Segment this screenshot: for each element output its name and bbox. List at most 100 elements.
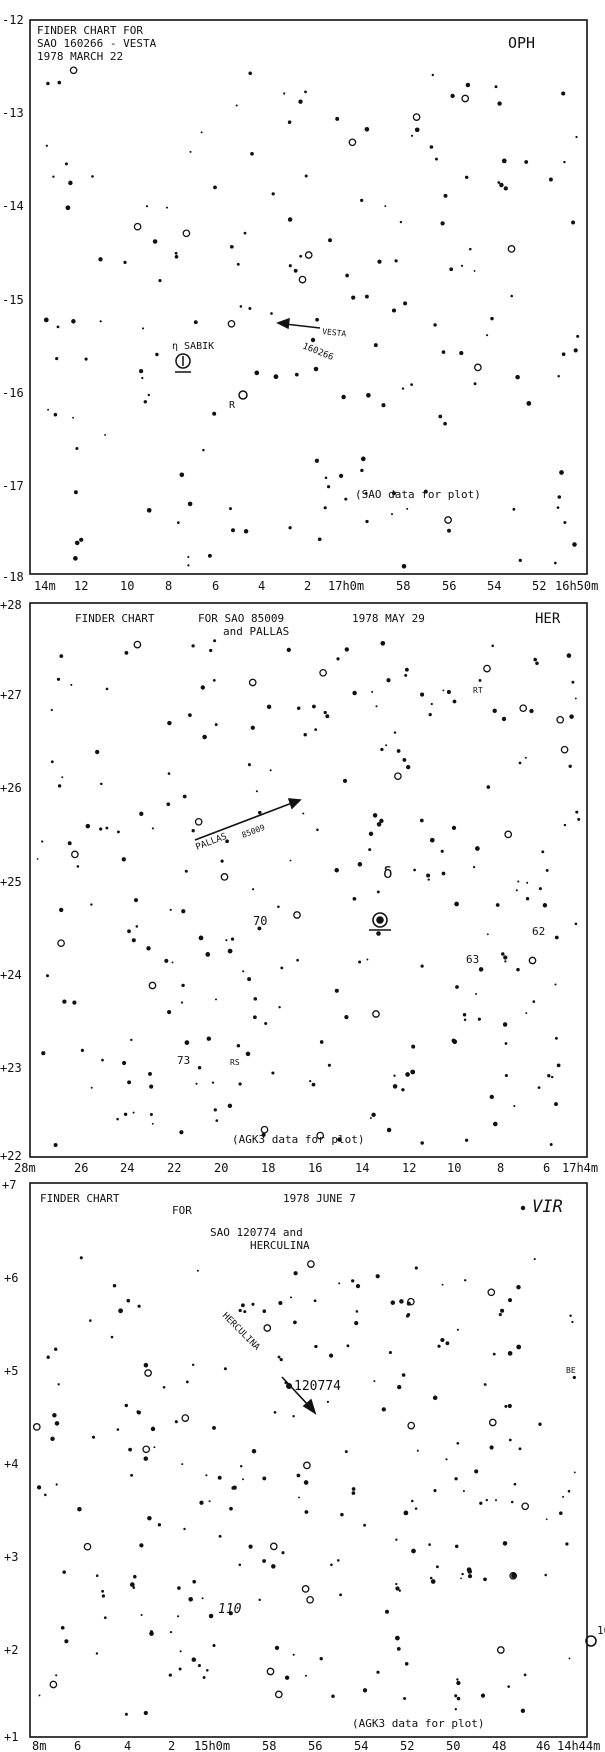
star-dot	[399, 220, 403, 224]
star-dot	[553, 561, 557, 565]
star-dot	[54, 1421, 60, 1426]
star-dot	[130, 1038, 133, 1042]
star-dot	[504, 1042, 508, 1045]
star-dot	[179, 1130, 184, 1135]
star-dot	[566, 653, 572, 658]
star-dot	[395, 1586, 400, 1591]
star-dot	[503, 186, 508, 191]
star-dot	[463, 1018, 467, 1022]
star-dot	[302, 812, 305, 815]
star-dot	[379, 818, 384, 824]
star-dot	[351, 295, 356, 300]
star-dot	[213, 1108, 217, 1112]
star-label: 85009	[240, 823, 266, 840]
star-dot	[336, 657, 340, 661]
star-dot	[355, 1283, 361, 1289]
star-dot	[253, 1015, 257, 1020]
star-dot	[503, 955, 508, 960]
star-dot	[293, 268, 298, 273]
star-dot	[516, 1284, 521, 1290]
star-dot	[278, 1300, 283, 1306]
star-dot	[194, 817, 203, 826]
star-dot	[299, 254, 303, 258]
star-dot	[187, 555, 190, 559]
star-dot	[197, 1663, 201, 1668]
star-dot	[124, 1712, 128, 1716]
x-tick-label: 4	[124, 1739, 131, 1752]
star-dot	[352, 896, 357, 901]
star-dot	[55, 1674, 58, 1677]
star-dot	[549, 1143, 553, 1146]
star-dot	[414, 127, 420, 133]
x-tick-label: 14h44m	[557, 1739, 600, 1752]
star-dot	[392, 1084, 398, 1089]
star-dot	[411, 1499, 414, 1503]
chart-title-line: 1978 JUNE 7	[283, 1192, 356, 1205]
y-tick-label: -15	[2, 293, 24, 307]
star-dot	[147, 393, 150, 397]
star-dot	[554, 1036, 558, 1040]
star-dot	[123, 260, 127, 265]
star-dot	[168, 1673, 172, 1677]
star-dot	[105, 687, 109, 691]
star-dot	[230, 937, 235, 941]
star-dot	[376, 890, 380, 894]
star-dot	[191, 1657, 197, 1662]
star-dot	[541, 850, 545, 854]
star-dot	[360, 468, 364, 473]
star-dot	[358, 960, 362, 964]
star-dot	[196, 1269, 199, 1272]
star-dot	[369, 1117, 372, 1119]
star-dot	[220, 859, 224, 863]
star-dot	[136, 1410, 141, 1415]
star-dot	[133, 640, 142, 649]
chart-panel-vesta: FINDER CHART FOR SAO 160266 - VESTA 1978…	[2, 13, 598, 593]
star-dot	[99, 827, 103, 831]
star-dot	[380, 640, 386, 646]
star-dot	[441, 871, 446, 876]
x-axis-ticks: 28m 26 24 22 20 18 16 14 12 10 8 6 17h4m	[14, 1161, 598, 1175]
star-dot	[151, 1122, 154, 1125]
star-dot	[304, 1510, 309, 1514]
y-tick-label: +5	[4, 1364, 18, 1378]
star-dot	[53, 412, 58, 417]
star-dot	[296, 1473, 301, 1478]
vesta-arrow	[276, 317, 321, 330]
star-dot	[492, 1352, 496, 1356]
star-dot	[101, 1594, 106, 1598]
star-dot	[56, 325, 60, 329]
star-dot	[116, 1428, 120, 1431]
star-dot	[401, 387, 405, 390]
star-dot	[538, 1422, 542, 1426]
data-source-note: (AGK3 data for plot)	[352, 1717, 484, 1730]
star-dot	[104, 433, 107, 436]
star-dot	[465, 82, 471, 88]
star-dot	[515, 374, 520, 380]
star-dot	[212, 411, 217, 416]
star-dot	[124, 1403, 129, 1408]
star-dot	[309, 1079, 312, 1083]
star-dot	[414, 1266, 418, 1270]
star-dot	[510, 1500, 514, 1504]
star-dot	[306, 1595, 314, 1604]
star-dot	[402, 757, 407, 762]
star-dot	[467, 1574, 473, 1579]
star-dot	[447, 528, 451, 533]
star-dot	[206, 1669, 209, 1672]
star-dot	[41, 1051, 46, 1056]
star-dot	[261, 1132, 266, 1137]
star-dot	[62, 999, 67, 1004]
star-dot	[36, 858, 39, 860]
star-dot	[567, 1489, 571, 1493]
star-dot	[395, 1538, 398, 1541]
pallas-arrow	[194, 798, 302, 841]
star-dot	[56, 677, 61, 681]
x-axis-ticks: 8m 6 4 2 15h0m 58 56 54 52 50 48 46 14h4…	[32, 1739, 600, 1752]
target-star-mark	[286, 1383, 292, 1389]
star-dot	[371, 690, 374, 693]
star-dot	[270, 312, 273, 315]
x-tick-label: 22	[167, 1161, 181, 1175]
star-dot	[574, 922, 578, 926]
star-label: RS	[230, 1058, 240, 1067]
star-dot	[406, 1301, 411, 1306]
